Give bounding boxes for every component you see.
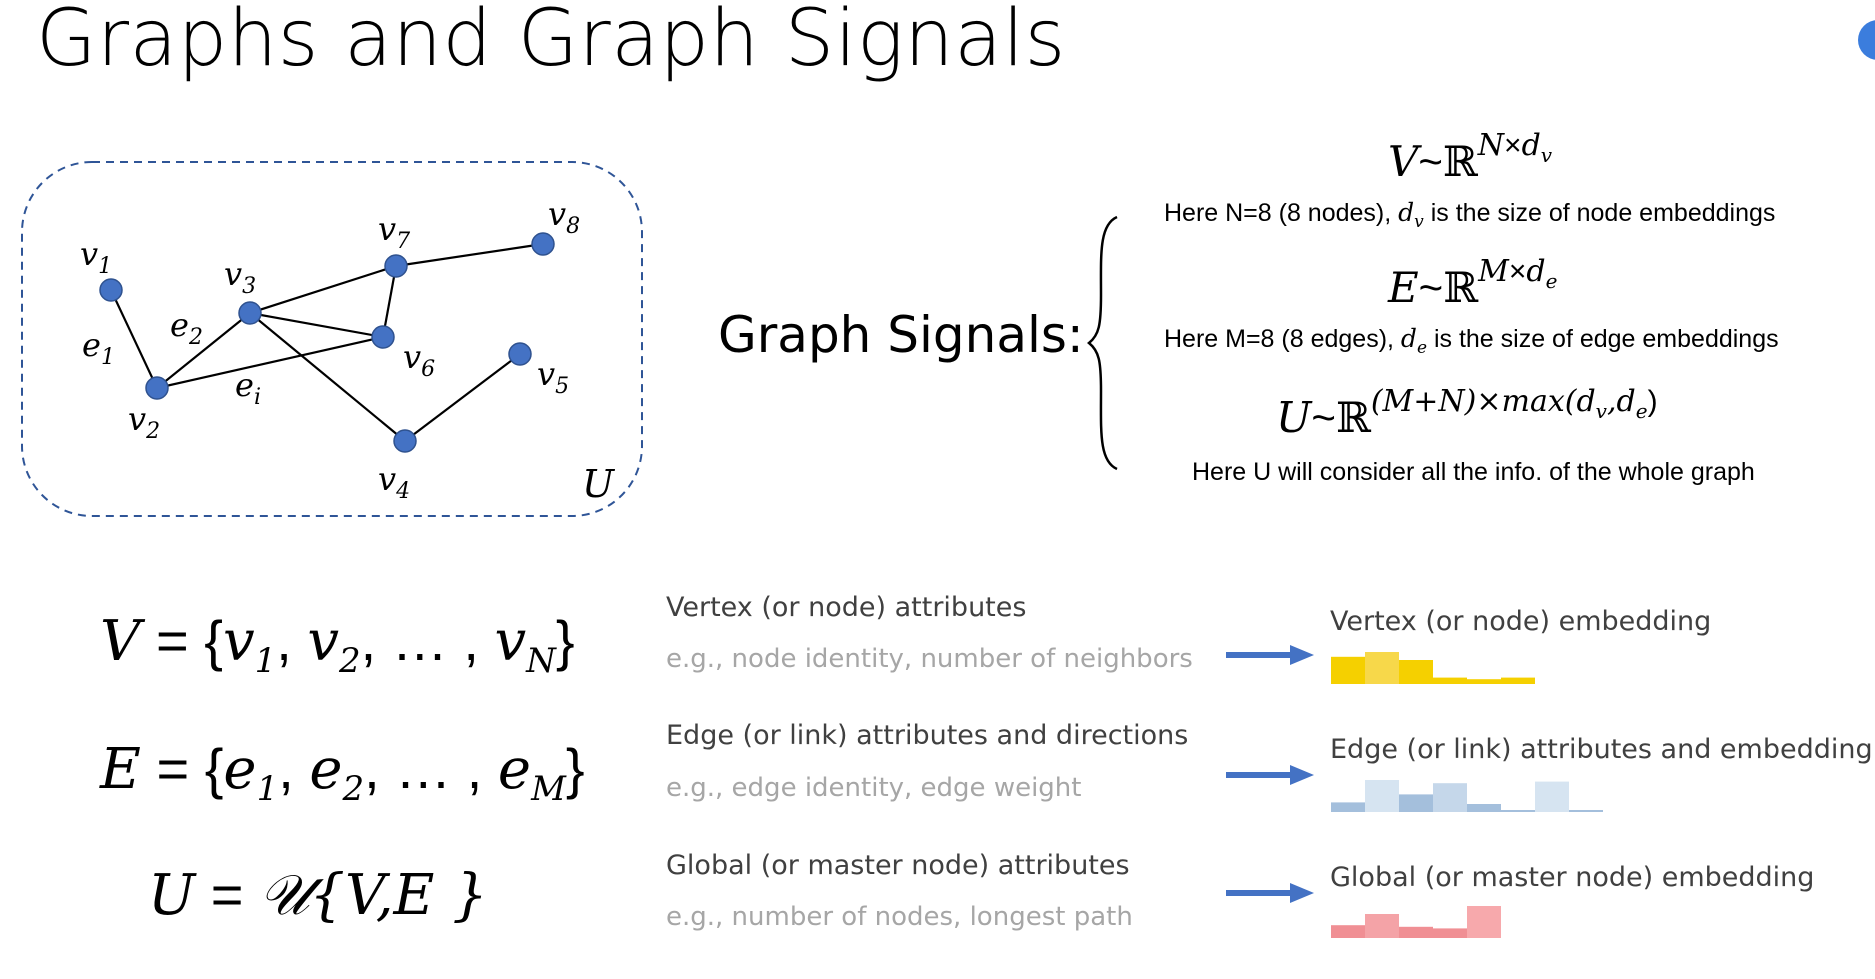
embedding-bar-1-7 — [1569, 810, 1603, 812]
formula-e: E~ℝM×de — [1388, 254, 1558, 312]
node-label-v8: v8 — [548, 195, 580, 239]
embedding-bar-0-5 — [1501, 677, 1535, 684]
node-label-v2: v2 — [128, 400, 160, 444]
global-boundary — [21, 161, 643, 517]
curly-brace — [1087, 215, 1118, 471]
embedding-bar-1-4 — [1467, 804, 1501, 812]
embedding-bar-2-3 — [1433, 928, 1467, 938]
graph-node-v4 — [393, 429, 417, 453]
attr-sub-vertex: e.g., node identity, number of neighbors — [666, 644, 1193, 674]
page-title: Graphs and Graph Signals — [36, 0, 1066, 84]
embedding-bar-1-2 — [1399, 794, 1433, 812]
emb-title-global: Global (or master node) embedding — [1330, 862, 1815, 893]
graph-edge-v6-v7 — [381, 265, 398, 338]
embedding-bar-0-2 — [1399, 660, 1433, 684]
graph-node-v6 — [371, 325, 395, 349]
embedding-bar-2-0 — [1331, 925, 1365, 938]
note-v: Here N=8 (8 nodes), dv is the size of no… — [1164, 198, 1776, 232]
embedding-bar-0-3 — [1433, 677, 1467, 684]
node-label-v6: v6 — [403, 338, 435, 382]
graph-edge-v7-v8 — [395, 242, 544, 268]
node-label-v4: v4 — [378, 460, 410, 504]
node-label-v3: v3 — [224, 255, 256, 299]
embedding-bar-0-4 — [1467, 679, 1501, 684]
graph-edge-v2-v3 — [156, 312, 251, 389]
arrow-icon-2 — [1290, 883, 1314, 903]
definition-u: U = 𝒰{V,E } — [148, 863, 488, 928]
embedding-bar-2-2 — [1399, 926, 1433, 938]
node-label-v5: v5 — [537, 355, 569, 399]
embedding-bar-1-5 — [1501, 810, 1535, 812]
formula-u: U~ℝ(M+N)×max(dv,de) — [1276, 384, 1658, 442]
attr-sub-edge: e.g., edge identity, edge weight — [666, 773, 1082, 803]
graph-edge-v2-v6 — [156, 335, 384, 390]
attr-title-vertex: Vertex (or node) attributes — [666, 592, 1027, 623]
arrow-icon-0 — [1290, 645, 1314, 665]
global-label: U — [582, 462, 616, 506]
definition-e: E = {e1, e2, … , eM} — [100, 737, 585, 810]
graph-edge-v3-v6 — [249, 311, 384, 339]
graph-node-v1 — [99, 278, 123, 302]
embedding-bar-2-1 — [1365, 914, 1399, 938]
attr-sub-global: e.g., number of nodes, longest path — [666, 902, 1133, 932]
graph-edge-v3-v7 — [249, 264, 397, 315]
graph-signals-label: Graph Signals: — [718, 306, 1084, 364]
embedding-bar-0-1 — [1365, 652, 1399, 684]
graph-edge-v3-v4 — [249, 312, 406, 442]
graph-node-v5 — [508, 342, 532, 366]
node-label-v7: v7 — [378, 210, 410, 254]
emb-title-edge: Edge (or link) attributes and embedding — [1330, 734, 1873, 765]
embedding-bar-2-4 — [1467, 906, 1501, 938]
graph-node-v2 — [145, 376, 169, 400]
attr-title-edge: Edge (or link) attributes and directions — [666, 720, 1189, 751]
embedding-bar-1-1 — [1365, 780, 1399, 812]
embedding-bar-1-6 — [1535, 781, 1569, 812]
embedding-bar-1-3 — [1433, 783, 1467, 812]
graph-edge-v1-v2 — [110, 289, 158, 389]
edge-label-1: e2 — [170, 306, 203, 350]
note-u: Here U will consider all the info. of th… — [1192, 458, 1755, 486]
graph-edge-v4-v5 — [404, 353, 521, 442]
embedding-bar-1-0 — [1331, 802, 1365, 812]
node-label-v1: v1 — [80, 235, 112, 279]
edge-label-2: ei — [235, 366, 261, 410]
corner-avatar-icon — [1858, 20, 1875, 60]
graph-node-v3 — [238, 301, 262, 325]
definition-v: V = {v1, v2, … , vN} — [100, 609, 575, 682]
embedding-bar-0-0 — [1331, 656, 1365, 684]
arrow-icon-1 — [1290, 765, 1314, 785]
graph-node-v7 — [384, 254, 408, 278]
formula-v: V~ℝN×dv — [1388, 128, 1553, 186]
attr-title-global: Global (or master node) attributes — [666, 850, 1130, 881]
edge-label-0: e1 — [82, 326, 115, 370]
graph-node-v8 — [531, 232, 555, 256]
note-e: Here M=8 (8 edges), de is the size of ed… — [1164, 324, 1779, 358]
emb-title-vertex: Vertex (or node) embedding — [1330, 606, 1712, 637]
